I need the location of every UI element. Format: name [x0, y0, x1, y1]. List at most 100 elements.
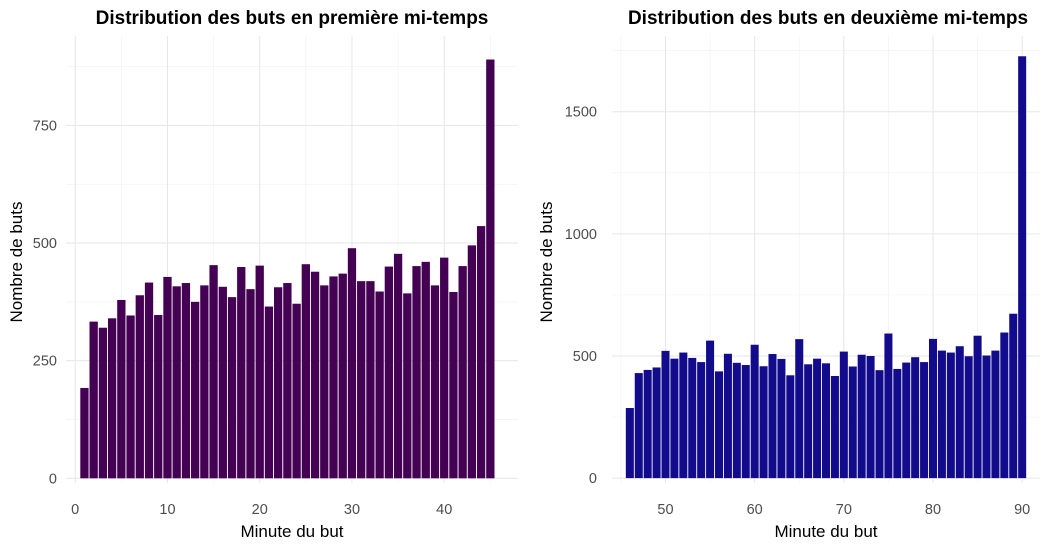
bar-minute-55 [706, 340, 715, 479]
x-tick-label: 0 [71, 502, 79, 518]
bar-minute-58 [732, 362, 741, 479]
chart-panel-second-half: 0 500 1000 1500 50 60 70 80 90 Distribution des… [537, 8, 1040, 541]
bar-minute-6 [126, 315, 135, 479]
y-axis-label: Nombre de buts [7, 202, 26, 323]
bar-minute-47 [634, 373, 643, 479]
bar-minute-64 [786, 375, 795, 479]
bar-minute-73 [866, 355, 875, 479]
bar-minute-15 [209, 265, 218, 479]
bar-minute-88 [1000, 332, 1009, 479]
bar-minute-79 [920, 362, 929, 479]
bar-minute-19 [246, 289, 255, 479]
chart-title: Distribution des buts en deuxième mi-tem… [628, 8, 1028, 29]
bar-minute-30 [347, 248, 357, 479]
bar-minute-27 [320, 285, 329, 479]
bar-minute-56 [714, 371, 724, 479]
bar-minute-26 [310, 271, 320, 479]
bar-minute-24 [292, 303, 301, 479]
x-tick-label: 60 [747, 502, 763, 518]
bar-minute-62 [768, 354, 777, 479]
x-tick-label: 40 [436, 502, 452, 518]
chart-title: Distribution des buts en première mi-tem… [96, 8, 489, 29]
y-tick-label: 250 [33, 354, 57, 370]
bar-minute-45 [486, 59, 495, 479]
y-tick-label: 1500 [565, 105, 597, 121]
x-axis-label: Minute du but [774, 522, 877, 541]
x-tick-label: 70 [836, 502, 852, 518]
bar-minute-1 [80, 387, 89, 479]
bar-minute-84 [964, 356, 973, 479]
bar-minute-20 [255, 265, 264, 479]
bar-minute-78 [911, 357, 920, 479]
bar-minute-83 [955, 346, 964, 479]
bar-minute-69 [830, 376, 839, 479]
x-tick-label: 80 [925, 502, 941, 518]
y-tick-label: 0 [49, 471, 57, 487]
bar-minute-18 [237, 267, 246, 479]
bar-minute-57 [723, 353, 732, 479]
x-tick-label: 20 [252, 502, 268, 518]
bar-minute-40 [440, 257, 449, 479]
bar-minute-23 [283, 283, 292, 479]
gridlines [612, 36, 1040, 483]
bar-minute-68 [821, 363, 831, 479]
bar-minute-72 [857, 354, 866, 479]
bar-minute-41 [449, 291, 458, 479]
bar-minute-52 [679, 352, 688, 479]
y-tick-labels: 0 250 500 750 [33, 118, 57, 487]
bar-minute-37 [412, 266, 421, 479]
bar-minute-28 [329, 276, 338, 479]
bar-minute-82 [946, 352, 955, 479]
bar-minute-34 [384, 266, 394, 479]
bar-minute-12 [181, 283, 191, 479]
bar-minute-76 [893, 368, 902, 479]
bar-minute-63 [777, 358, 786, 479]
bar-minute-38 [421, 261, 430, 479]
bar-minute-75 [884, 333, 893, 479]
bar-minute-44 [476, 226, 486, 479]
bar-minute-32 [366, 281, 375, 479]
y-tick-label: 500 [33, 236, 57, 252]
bar-minute-14 [200, 285, 209, 479]
chart-panel-first-half: 0 250 500 750 0 10 20 30 40 Distribution des bu… [7, 8, 518, 541]
bar-minute-71 [848, 366, 857, 479]
bar-minute-70 [839, 351, 848, 479]
x-tick-labels: 0 10 20 30 40 [71, 502, 452, 518]
bar-minute-61 [759, 366, 768, 479]
bar-minute-77 [902, 362, 911, 479]
x-tick-labels: 50 60 70 80 90 [657, 502, 1030, 518]
x-axis-label: Minute du but [240, 522, 343, 541]
bar-minute-90 [1018, 56, 1027, 479]
bar-minute-49 [652, 367, 661, 479]
bar-minute-42 [458, 266, 467, 479]
bar-minute-81 [937, 350, 946, 479]
x-tick-label: 30 [344, 502, 360, 518]
bar-minute-59 [741, 365, 750, 479]
y-tick-label: 0 [589, 471, 597, 487]
bar-minute-31 [357, 281, 366, 479]
bar-minute-50 [661, 350, 670, 479]
bar-minute-80 [928, 338, 938, 479]
bar-minute-60 [750, 344, 759, 479]
bar-minute-51 [670, 358, 679, 479]
bar-minute-11 [172, 286, 181, 479]
bar-minute-46 [625, 408, 634, 479]
bar-minute-39 [430, 285, 440, 479]
bar-minute-29 [338, 273, 347, 479]
bar-minute-36 [403, 293, 412, 479]
bar-minute-7 [135, 295, 144, 479]
bar-minute-2 [89, 321, 98, 479]
x-tick-label: 10 [159, 502, 175, 518]
bar-minute-13 [190, 301, 200, 479]
bar-minute-53 [688, 357, 697, 479]
bar-minute-74 [875, 370, 884, 479]
bar-minute-3 [98, 327, 108, 479]
y-tick-label: 750 [33, 118, 57, 134]
bar-minute-86 [982, 355, 991, 479]
bar-minute-4 [107, 318, 117, 479]
bar-minute-54 [697, 362, 706, 479]
bar-minute-85 [973, 335, 982, 479]
bar-minute-21 [264, 306, 274, 479]
